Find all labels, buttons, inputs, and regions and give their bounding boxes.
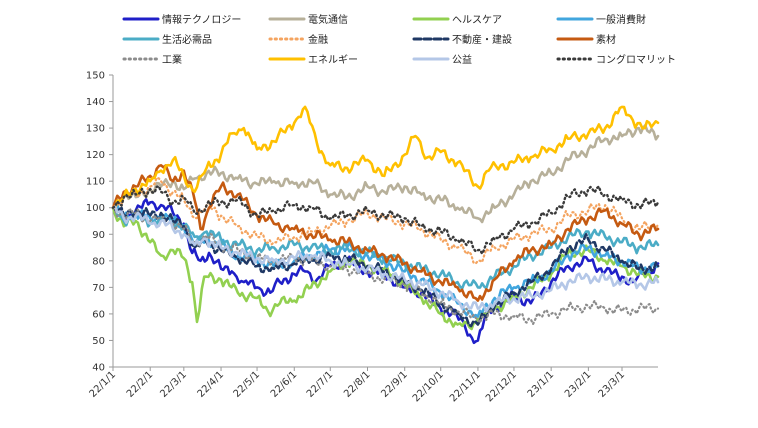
- x-tick-label: 23/3/1: [597, 369, 628, 400]
- legend-label: 工業: [162, 53, 182, 66]
- x-tick-label: 22/3/1: [158, 369, 189, 400]
- legend-item: 生活必需品: [122, 33, 212, 46]
- legend-item: 情報テクノロジー: [122, 13, 241, 26]
- series-lines: [111, 105, 660, 345]
- x-tick-label: 22/1/1: [88, 369, 119, 400]
- series-line: [111, 206, 660, 331]
- legend-item: 不動産・建設: [412, 33, 512, 46]
- y-tick-label: 40: [92, 363, 105, 374]
- x-tick-label: 23/1/1: [526, 369, 557, 400]
- legend-label: 公益: [452, 53, 472, 66]
- y-tick-label: 60: [92, 309, 105, 320]
- series-line: [111, 164, 660, 302]
- y-tick-label: 140: [86, 97, 105, 108]
- legend-label: 不動産・建設: [452, 33, 512, 46]
- legend-label: 素材: [596, 33, 616, 46]
- x-tick-label: 23/2/1: [563, 369, 594, 400]
- legend-label: 金融: [308, 33, 328, 46]
- y-tick-label: 100: [86, 203, 105, 214]
- x-tick-label: 22/8/1: [342, 369, 373, 400]
- y-tick-label: 120: [86, 150, 105, 161]
- x-tick-label: 22/6/1: [269, 369, 300, 400]
- y-tick-label: 70: [92, 283, 105, 294]
- x-axis-ticks: 22/1/1 22/2/1 22/3/1 22/4/1 22/5/1 22/6/1 22/7…: [88, 367, 628, 404]
- legend-label: 情報テクノロジー: [162, 13, 241, 26]
- x-tick-label: 22/11/1: [448, 369, 483, 404]
- legend-item: 電気通信: [268, 13, 348, 26]
- y-tick-label: 80: [92, 256, 105, 267]
- y-tick-label: 50: [92, 336, 105, 347]
- series-line: [111, 185, 660, 255]
- y-tick-label: 90: [92, 230, 105, 241]
- x-tick-label: 22/10/1: [411, 369, 446, 404]
- x-tick-label: 22/4/1: [196, 369, 227, 400]
- x-tick-label: 22/2/1: [125, 369, 156, 400]
- legend-label: 電気通信: [308, 13, 348, 26]
- legend-label: 生活必需品: [162, 33, 212, 46]
- y-axis-ticks: 40 50 60 70 80 90 100 110 120 130 140 150: [86, 71, 113, 374]
- legend-item: 工業: [122, 53, 182, 66]
- series-line: [111, 198, 660, 345]
- legend-label: ヘルスケア: [452, 14, 502, 26]
- series-line: [111, 124, 660, 224]
- legend-item: コングロマリット: [556, 53, 676, 66]
- legend-item: 公益: [412, 53, 472, 66]
- x-tick-label: 22/5/1: [232, 369, 263, 400]
- y-tick-label: 110: [86, 177, 105, 188]
- series-line: [111, 205, 660, 313]
- y-tick-label: 150: [86, 71, 105, 82]
- legend-item: 金融: [268, 33, 328, 46]
- series-line: [111, 105, 660, 210]
- legend-label: エネルギー: [308, 54, 358, 66]
- x-tick-label: 22/12/1: [484, 369, 519, 404]
- legend-item: 一般消費財: [556, 13, 646, 26]
- legend-label: 一般消費財: [596, 13, 646, 26]
- legend-item: 素材: [556, 33, 616, 46]
- legend-item: ヘルスケア: [412, 14, 502, 26]
- x-tick-label: 22/7/1: [305, 369, 336, 400]
- legend-item: エネルギー: [268, 54, 358, 66]
- y-tick-label: 130: [86, 124, 105, 135]
- legend-label: コングロマリット: [596, 53, 676, 66]
- x-tick-label: 22/9/1: [379, 369, 410, 400]
- series-line: [111, 206, 660, 290]
